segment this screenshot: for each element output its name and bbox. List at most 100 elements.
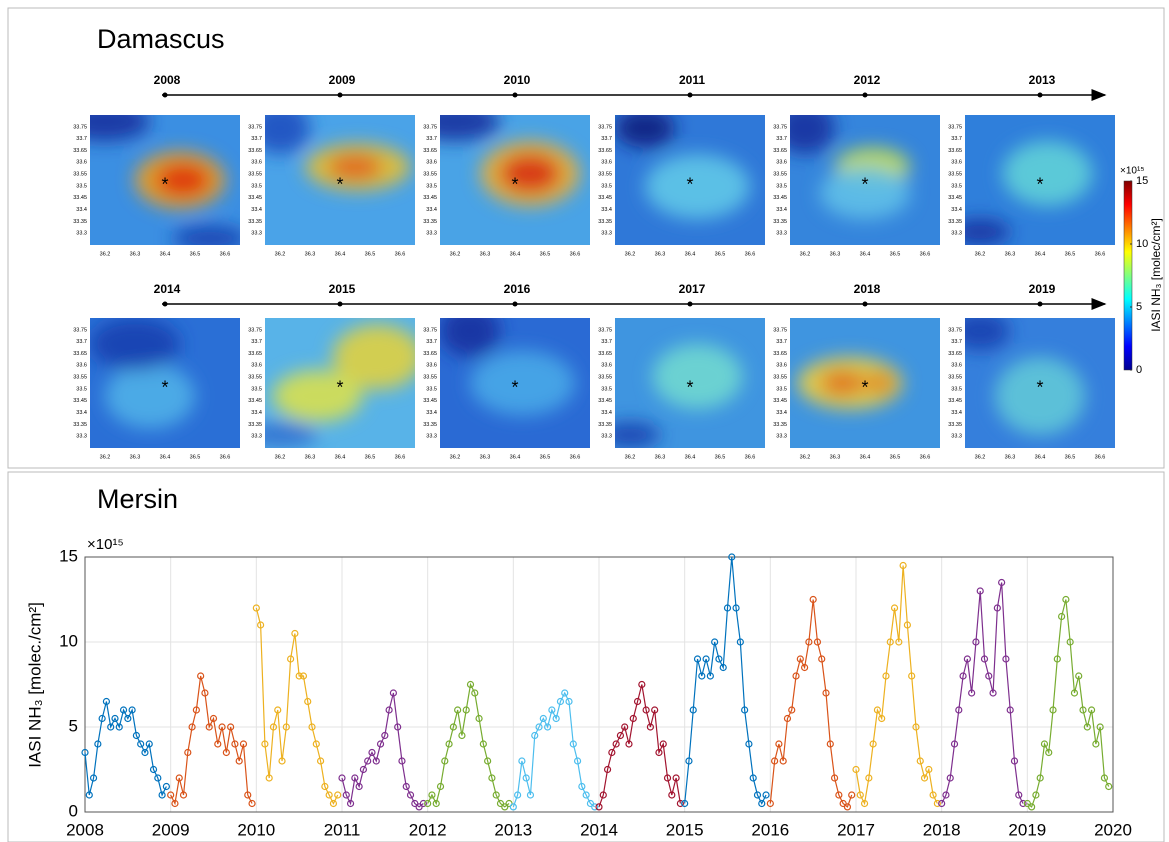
map-x-tick-label: 36.4 [860,454,871,460]
data-point [85,791,93,799]
map-y-tick-label: 33.55 [598,375,612,381]
map-y-tick-label: 33.75 [248,124,262,130]
data-point [505,799,513,808]
data-point [321,782,329,791]
x-tick-label: 2016 [751,820,789,839]
map-x-tick-label: 36.5 [1065,454,1076,460]
year-label: 2010 [504,73,531,87]
data-point [167,791,175,799]
data-point [1083,723,1091,731]
series-line [170,675,253,806]
x-tick-label: 2010 [237,820,275,839]
data-point [681,799,689,808]
timeline-dot [687,301,693,307]
map-y-tick-label: 33.35 [248,422,262,428]
data-point [1002,655,1010,663]
heatmap-field [90,318,195,429]
x-tick-label: 2017 [837,820,875,839]
data-point [672,774,680,782]
data-point [835,791,843,799]
hotspot [470,350,575,416]
data-point [1036,774,1044,782]
map-y-tick-label: 33.3 [776,231,787,237]
data-point [175,774,183,782]
data-point [818,655,826,663]
map-x-tick-label: 36.5 [540,454,551,460]
site-marker: * [161,378,168,398]
map-y-tick-label: 33.4 [776,207,787,213]
data-point [359,765,368,774]
data-point [788,706,796,714]
map-y-tick-label: 33.6 [601,363,612,369]
heatmap-field [440,318,575,416]
data-point [706,672,714,680]
timeline-dot [337,92,343,98]
data-point [124,714,132,723]
map-y-tick-label: 33.3 [601,434,612,440]
map-y-tick-label: 33.65 [423,148,437,154]
map-y-tick-label: 33.6 [426,160,437,166]
data-point [454,706,462,714]
data-point [89,774,98,782]
map-y-tick-label: 33.55 [948,172,962,178]
map-y-tick-label: 33.55 [73,172,87,178]
map-y-tick-label: 33.6 [776,363,787,369]
map-x-tick-label: 36.6 [570,251,581,257]
data-point [424,799,432,808]
y-multiplier: ×10¹⁵ [87,536,124,553]
map-y-tick-label: 33.45 [423,195,437,201]
year-label: 2019 [1029,282,1056,296]
data-point [1028,803,1036,811]
data-point [693,655,702,663]
map-x-tick-label: 36.6 [570,454,581,460]
map-y-tick-label: 33.75 [73,124,87,130]
hotspot [328,154,382,180]
data-point [830,774,839,782]
heatmap [790,318,940,448]
map-x-tick-label: 36.4 [1035,454,1046,460]
data-point [869,740,877,748]
data-point [655,748,663,757]
map-y-tick-label: 33.7 [951,339,962,345]
timeline-dot [162,92,168,98]
data-point [162,782,170,791]
map-y-tick-label: 33.45 [423,398,437,404]
map-y-tick-label: 33.45 [73,195,87,201]
data-point [856,791,864,799]
map-y-tick-label: 33.7 [951,136,962,142]
data-point [689,706,697,714]
hotspot [865,372,895,394]
map-y-tick-label: 33.55 [248,375,262,381]
map-y-tick-label: 33.3 [951,434,962,440]
data-point [312,740,320,748]
data-point [586,799,595,808]
data-point [342,791,350,799]
series-line [255,607,339,805]
data-point [955,706,963,714]
map-x-tick-label: 36.3 [1005,251,1016,257]
heatmap-field [965,318,1085,435]
data-point [158,791,166,799]
hotspot [1002,141,1093,206]
data-point [903,621,912,629]
map-y-tick-label: 33.55 [598,172,612,178]
data-point [1070,689,1079,697]
map-y-tick-label: 33.6 [251,363,262,369]
data-point [886,638,894,646]
heatmaps: 2008 * 36.2 36.3 36.4 36.5 36.6 33.3 33.35 33.4 33… [73,73,1115,460]
heatmap [90,318,240,448]
heatmap-field [615,344,743,448]
data-point [471,689,479,697]
data-point [719,663,727,672]
data-point [938,799,946,808]
year-label: 2011 [679,73,705,87]
map-y-tick-label: 33.35 [948,422,962,428]
heatmap [440,318,590,448]
data-point [179,791,188,799]
heatmap [440,115,590,245]
site-marker: * [1036,175,1043,195]
data-point [346,799,355,808]
map-y-tick-label: 33.3 [426,434,437,440]
map-y-tick-label: 33.7 [251,136,262,142]
data-point [779,757,787,765]
